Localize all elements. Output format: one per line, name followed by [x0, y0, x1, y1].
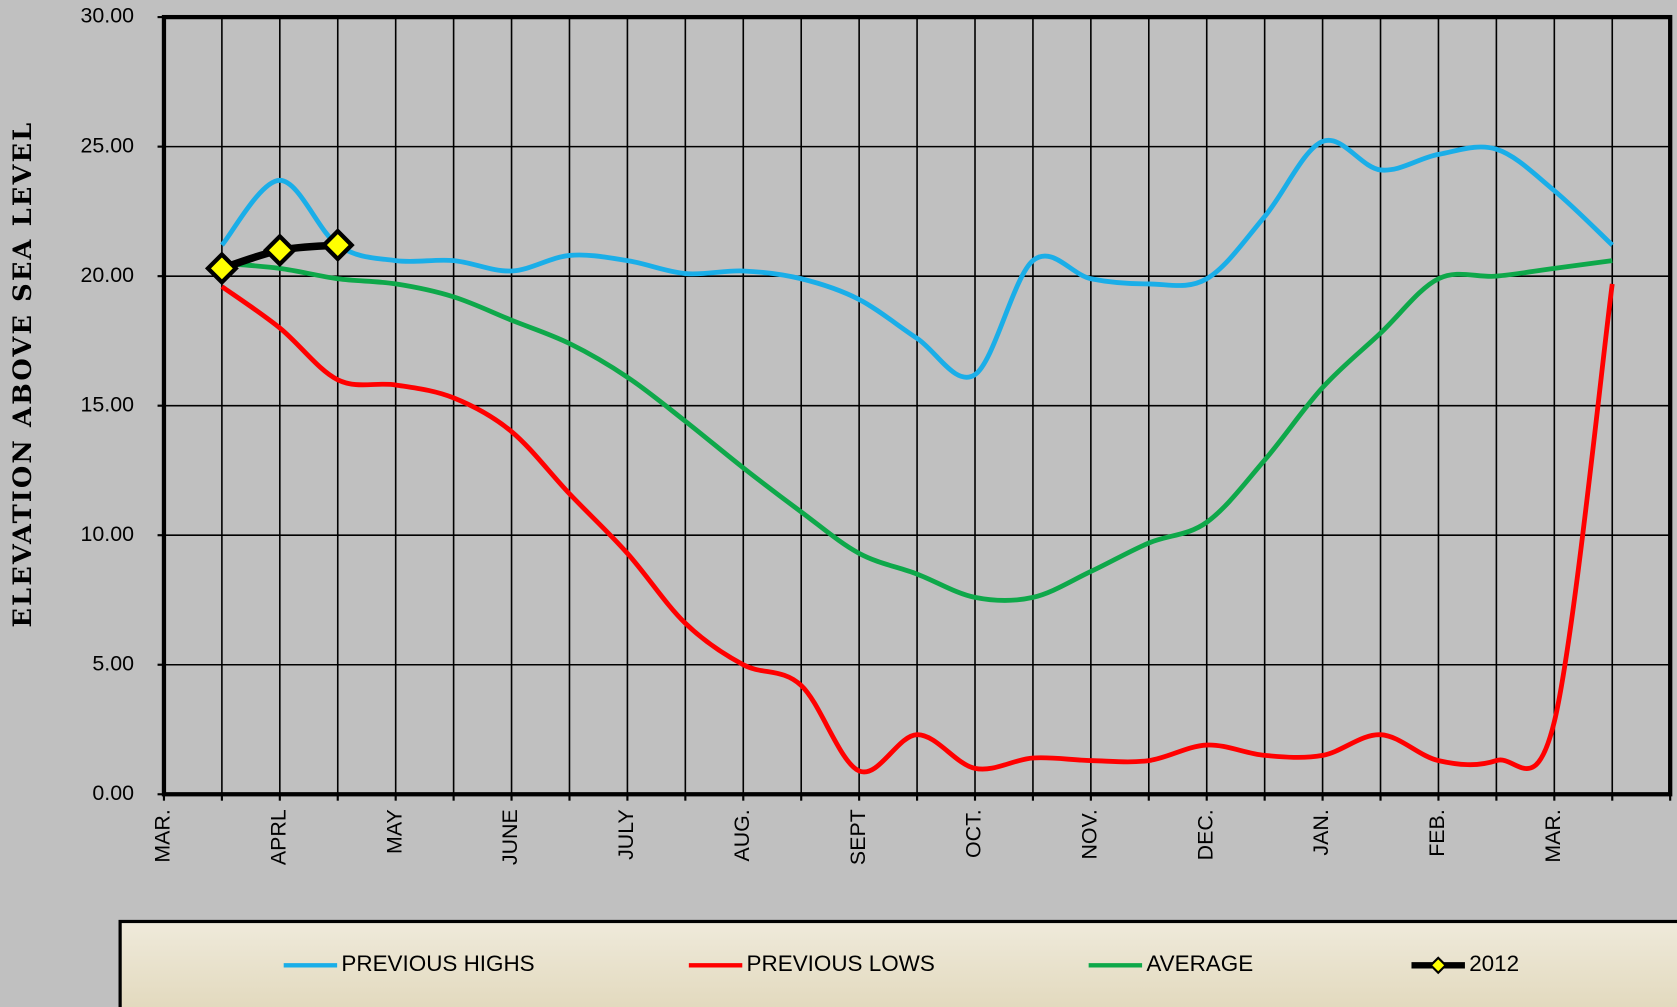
legend-marker — [1429, 956, 1448, 975]
marker — [320, 228, 355, 262]
x-tick-label: FEB. — [1425, 809, 1449, 857]
legend-label: 2012 — [1469, 951, 1519, 976]
y-tick-label: 15.00 — [81, 392, 135, 416]
x-tick-label: SEPT — [846, 809, 870, 865]
y-tick-label: 25.00 — [81, 133, 135, 157]
x-tick-label: JAN. — [1309, 809, 1333, 855]
legend-label: PREVIOUS HIGHS — [341, 951, 534, 976]
marker — [204, 251, 239, 286]
x-tick-label: NOV. — [1078, 809, 1102, 859]
y-tick-label: 30.00 — [81, 4, 135, 28]
x-tick-label: MAR. — [151, 809, 175, 862]
x-tick-label: JUNE — [498, 809, 522, 865]
legend-label: PREVIOUS LOWS — [747, 951, 935, 976]
x-tick-label: OCT. — [962, 809, 986, 858]
y-axis-title: ELEVATION ABOVE SEA LEVEL — [8, 121, 38, 628]
x-tick-label: DEC. — [1193, 809, 1217, 860]
x-tick-label: JULY — [614, 809, 638, 860]
x-tick-label: MAR. — [1541, 809, 1565, 862]
plot-border — [161, 14, 1673, 797]
x-tick-label: AUG. — [730, 809, 754, 861]
x-tick-label: APRL — [266, 809, 290, 865]
y-tick-label: 20.00 — [81, 263, 135, 287]
y-tick-label: 10.00 — [81, 522, 135, 546]
series-line — [221, 258, 1613, 603]
series-line — [220, 137, 1614, 380]
legend-label: AVERAGE — [1146, 951, 1253, 976]
marker — [262, 233, 297, 268]
series-line — [220, 283, 1615, 775]
y-tick-label: 0.00 — [92, 781, 134, 805]
y-tick-label: 5.00 — [92, 651, 134, 675]
x-tick-label: MAY — [382, 809, 406, 854]
